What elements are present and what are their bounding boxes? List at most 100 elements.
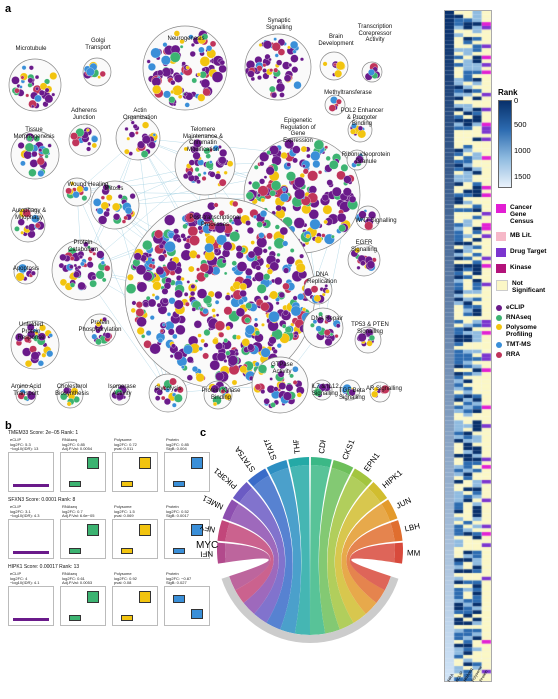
- gene-node: [33, 135, 40, 142]
- gene-node: [244, 317, 251, 324]
- gene-node: [245, 302, 252, 310]
- target-arc-thrb: [288, 457, 310, 468]
- gene-node: [161, 287, 169, 295]
- gene-node: [154, 229, 164, 239]
- gene-node: [196, 288, 208, 299]
- gene-node: [179, 45, 184, 49]
- gene-node: [174, 73, 183, 83]
- gene-node: [277, 370, 285, 378]
- gene-node: [150, 47, 161, 59]
- gene-node: [95, 321, 102, 327]
- boxplot-polysome: [112, 519, 158, 559]
- gene-node: [143, 340, 152, 349]
- gene-node: [37, 360, 44, 367]
- gene-node: [168, 96, 176, 104]
- gene-node: [198, 46, 205, 54]
- gene-node: [285, 383, 294, 392]
- gene-node: [194, 167, 200, 173]
- gene-node: [239, 365, 248, 374]
- gene-node: [235, 334, 241, 340]
- gene-node: [190, 290, 196, 297]
- gene-node: [51, 92, 56, 97]
- gene-node: [212, 338, 219, 345]
- gene-node: [201, 176, 207, 181]
- gene-node: [169, 354, 174, 359]
- gene-node: [21, 65, 27, 70]
- gene-node: [124, 126, 129, 131]
- gene-node: [69, 264, 74, 270]
- gene-node: [330, 234, 335, 239]
- gene-node: [102, 317, 107, 322]
- gene-node: [283, 74, 292, 82]
- gene-node: [142, 271, 153, 282]
- gene-node: [239, 289, 247, 298]
- gene-node: [259, 178, 266, 185]
- gene-node: [245, 324, 255, 335]
- gene-node: [342, 187, 352, 197]
- gene-node: [188, 159, 195, 166]
- gene-node: [24, 360, 33, 368]
- gene-node: [360, 260, 366, 266]
- gene-node: [185, 65, 190, 70]
- gene-node: [286, 256, 295, 265]
- gene-node: [91, 142, 98, 149]
- gene-node: [274, 53, 279, 58]
- gene-node: [151, 258, 155, 262]
- gene-node: [96, 207, 104, 215]
- gene-node: [254, 330, 261, 336]
- gene-node: [148, 253, 152, 257]
- cluster-label-mitosis: Mitosis: [104, 186, 124, 192]
- gene-node: [65, 187, 72, 195]
- gene-node: [218, 64, 227, 74]
- gene-node: [292, 49, 297, 54]
- gene-node: [30, 351, 40, 361]
- gene-node: [328, 104, 336, 112]
- gene-node: [201, 67, 206, 72]
- gene-node: [283, 267, 290, 274]
- gene-node: [123, 215, 128, 221]
- gene-node: [194, 279, 199, 283]
- gene-node: [214, 300, 220, 305]
- gene-node: [131, 300, 137, 306]
- gene-node: [115, 392, 125, 401]
- gene-node: [288, 63, 293, 68]
- target-arc-nfya: [217, 520, 230, 542]
- gene-node: [129, 193, 136, 200]
- gene-node: [223, 306, 233, 316]
- gene-node: [34, 94, 42, 103]
- gene-node: [184, 102, 190, 108]
- gene-node: [146, 59, 151, 64]
- gene-node: [91, 333, 98, 340]
- gene-node: [263, 175, 268, 179]
- gene-node: [156, 389, 163, 396]
- legend-tmt-ms: TMT-MS: [496, 341, 531, 348]
- cluster-network: [8, 25, 391, 414]
- stats-protein: Protein log2FC: 0.52 SigB: 0.0017: [166, 504, 189, 518]
- gene-node: [357, 125, 363, 131]
- gene-node: [297, 293, 305, 301]
- gene-node: [164, 214, 176, 226]
- gene-node: [66, 401, 72, 407]
- gene-node: [321, 233, 326, 238]
- cluster-label-wnt: WNT Signalling: [355, 218, 397, 224]
- gene-node: [20, 160, 26, 167]
- gene-node: [169, 377, 177, 386]
- gene-node: [19, 85, 23, 89]
- gene-node: [269, 290, 279, 300]
- gene-node: [364, 221, 374, 231]
- gene-node: [39, 82, 48, 91]
- gene-node: [20, 230, 25, 235]
- gene-node: [180, 233, 186, 239]
- gene-node: [38, 148, 43, 153]
- gene-node: [256, 237, 268, 248]
- gene-node: [223, 271, 228, 276]
- gene-node: [366, 340, 373, 347]
- gene-node: [274, 224, 280, 230]
- gene-node: [215, 313, 220, 317]
- gene-node: [202, 88, 211, 97]
- gene-node: [216, 352, 227, 362]
- gene-node: [203, 342, 209, 348]
- gene-node: [87, 256, 93, 262]
- gene-node: [257, 185, 269, 197]
- gene-node: [358, 210, 367, 219]
